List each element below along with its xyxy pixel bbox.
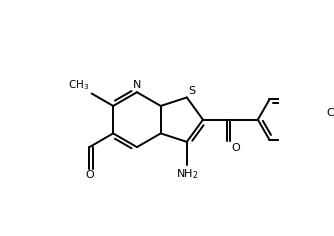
Text: S: S xyxy=(188,86,196,96)
Text: CH$_3$: CH$_3$ xyxy=(68,78,89,92)
Text: NH$_2$: NH$_2$ xyxy=(176,167,198,181)
Text: N: N xyxy=(133,80,141,90)
Text: O: O xyxy=(231,143,240,153)
Text: O: O xyxy=(85,170,94,180)
Text: Cl: Cl xyxy=(326,108,334,118)
